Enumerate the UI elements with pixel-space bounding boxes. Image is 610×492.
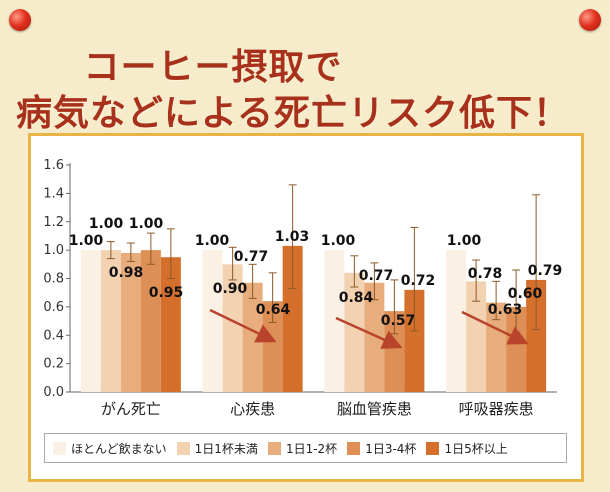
legend-swatch xyxy=(347,441,361,455)
category-label: がん死亡 xyxy=(101,400,161,418)
bar xyxy=(282,245,303,392)
data-label: 1.00 xyxy=(129,216,164,232)
legend-label: 1日3-4杯 xyxy=(365,441,417,456)
bar xyxy=(364,282,385,392)
category-label: 心疾患 xyxy=(230,400,275,418)
legend-item: 1日1-2杯 xyxy=(267,440,338,457)
data-label: 0.90 xyxy=(213,281,248,297)
pushpin-right-icon xyxy=(579,9,601,31)
data-label: 1.00 xyxy=(321,233,356,249)
data-label: 0.77 xyxy=(359,268,394,284)
data-label: 0.84 xyxy=(339,290,374,306)
legend-label: 1日5杯以上 xyxy=(444,441,508,456)
pushpin-left-icon xyxy=(9,9,31,31)
bar xyxy=(404,289,425,392)
data-label: 1.00 xyxy=(195,233,230,249)
y-tick-label: 0.8 xyxy=(43,272,64,287)
legend-swatch xyxy=(53,441,66,455)
bar xyxy=(202,250,223,392)
title-line-2: 病気などによる死亡リスク低下！ xyxy=(16,93,570,134)
data-label: 0.77 xyxy=(234,249,269,265)
y-tick-label: 0.2 xyxy=(43,357,64,372)
bar xyxy=(120,252,141,392)
bar xyxy=(526,279,547,392)
y-tick-label: 1.4 xyxy=(43,186,64,201)
data-label: 1.00 xyxy=(69,233,104,249)
data-label: 0.63 xyxy=(488,302,523,318)
category-label: 呼吸器疾患 xyxy=(459,400,534,418)
y-tick-label: 1.0 xyxy=(43,243,64,258)
bar xyxy=(262,301,283,392)
data-label: 0.95 xyxy=(149,285,184,301)
legend-swatch xyxy=(267,441,281,455)
bar xyxy=(242,282,263,392)
legend-label: 1日1杯未満 xyxy=(194,441,258,456)
y-tick-label: 1.2 xyxy=(43,215,64,230)
bar xyxy=(140,250,161,392)
legend-label: ほとんど飲まない xyxy=(71,441,167,456)
bar xyxy=(344,272,365,392)
y-tick-label: 0.0 xyxy=(43,385,64,400)
data-label: 0.98 xyxy=(109,265,144,281)
data-label: 0.72 xyxy=(401,273,436,289)
bar xyxy=(160,257,181,392)
legend-swatch xyxy=(176,441,190,455)
y-tick-label: 0.4 xyxy=(43,328,64,343)
data-label: 0.57 xyxy=(381,313,416,329)
data-label: 1.03 xyxy=(275,229,310,245)
legend-item: 1日1杯未満 xyxy=(176,440,258,457)
legend-swatch xyxy=(426,441,440,455)
bar xyxy=(100,250,121,392)
data-label: 1.00 xyxy=(447,233,482,249)
bar xyxy=(222,264,243,392)
legend-item: 1日3-4杯 xyxy=(347,440,416,457)
legend-item: 1日5杯以上 xyxy=(426,440,508,457)
bar xyxy=(324,250,345,392)
bar xyxy=(80,250,101,392)
trend-arrow xyxy=(209,308,277,343)
trend-arrow xyxy=(461,310,529,345)
data-label: 0.64 xyxy=(256,302,291,318)
title-line-1: コーヒー摂取で xyxy=(83,47,343,88)
category-label: 脳血管疾患 xyxy=(337,400,412,418)
data-label: 0.78 xyxy=(468,266,503,282)
data-label: 1.00 xyxy=(89,216,124,232)
data-label: 0.60 xyxy=(508,286,543,302)
y-tick-label: 1.6 xyxy=(43,158,64,173)
bar xyxy=(446,250,467,392)
legend-item: ほとんど飲まない xyxy=(53,440,167,457)
legend-label: 1日1-2杯 xyxy=(285,441,338,456)
y-tick-label: 0.6 xyxy=(43,300,64,315)
data-label: 0.79 xyxy=(528,263,563,279)
trend-arrow xyxy=(335,316,403,349)
bar xyxy=(466,281,487,392)
chart-legend: ほとんど飲まない 1日1杯未満 1日1-2杯 1日3-4杯 1日5杯以上 xyxy=(44,433,567,463)
